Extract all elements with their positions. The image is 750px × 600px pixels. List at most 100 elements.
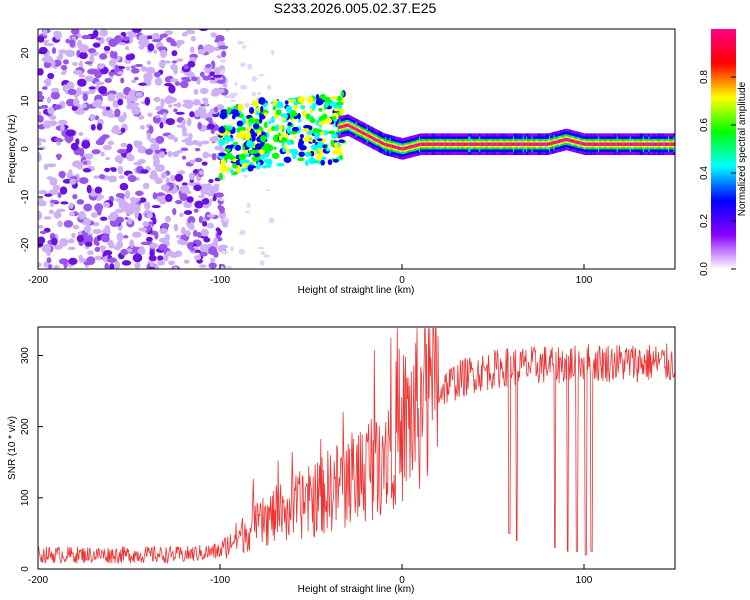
heatmap-noise-cell bbox=[171, 60, 178, 64]
heatmap-signal-cell bbox=[318, 107, 323, 112]
heatmap-signal-cell bbox=[330, 139, 335, 147]
heatmap-ridge-cell bbox=[460, 142, 463, 146]
heatmap-ridge-cell bbox=[519, 142, 521, 146]
heatmap-ridge-cell bbox=[488, 142, 491, 146]
heatmap-ridge-cell bbox=[381, 141, 384, 145]
heatmap-noise-cell bbox=[89, 113, 96, 121]
heatmap-noise-cell bbox=[131, 29, 142, 33]
heatmap-noise-cell bbox=[95, 37, 102, 41]
heatmap-noise-cell bbox=[108, 242, 115, 249]
heatmap-signal-cell bbox=[314, 132, 319, 137]
heatmap-ridge-cell bbox=[458, 142, 460, 146]
heatmap-noise-cell bbox=[42, 29, 48, 36]
heatmap-noise-cell bbox=[180, 226, 186, 235]
heatmap-ridge-cell bbox=[353, 126, 355, 130]
colorbar-tick-label: 0.4 bbox=[699, 166, 710, 180]
heatmap-noise-cell bbox=[266, 188, 270, 192]
heatmap-ridge-cell bbox=[340, 125, 342, 129]
y-tick-label: -20 bbox=[20, 237, 31, 252]
heatmap-signal-cell bbox=[224, 148, 231, 153]
heatmap-signal-cell bbox=[251, 131, 256, 137]
heatmap-ridge-cell bbox=[345, 123, 348, 128]
heatmap-noise-cell bbox=[43, 39, 50, 44]
heatmap-noise-cell bbox=[185, 140, 194, 146]
heatmap-ridge-cell bbox=[492, 142, 494, 146]
heatmap-noise-cell bbox=[158, 151, 166, 158]
heatmap-noise-cell bbox=[72, 193, 78, 200]
heatmap-ridge-cell bbox=[470, 142, 472, 146]
x-tick-label: 0 bbox=[399, 575, 405, 586]
heatmap-noise-cell bbox=[153, 49, 158, 54]
heatmap-noise-cell bbox=[48, 120, 58, 127]
heatmap-noise-cell bbox=[115, 208, 122, 213]
heatmap-ridge-cell bbox=[396, 145, 398, 150]
heatmap-ridge-cell bbox=[623, 142, 625, 146]
heatmap-noise-cell bbox=[155, 135, 165, 144]
heatmap-signal-cell bbox=[239, 159, 244, 165]
heatmap-signal-cell bbox=[325, 148, 331, 152]
heatmap-ridge-cell bbox=[408, 145, 410, 150]
heatmap-noise-cell bbox=[137, 247, 146, 255]
heatmap-noise-cell bbox=[84, 241, 93, 247]
heatmap-noise-cell bbox=[128, 89, 138, 99]
heatmap-signal-cell bbox=[246, 140, 254, 148]
heatmap-noise-cell bbox=[145, 236, 153, 242]
heatmap-ridge-cell bbox=[550, 141, 552, 146]
heatmap-noise-cell bbox=[251, 75, 257, 82]
heatmap-noise-cell bbox=[212, 239, 219, 248]
heatmap-noise-cell bbox=[147, 43, 155, 52]
heatmap-noise-cell bbox=[160, 98, 165, 107]
heatmap-noise-cell bbox=[58, 258, 69, 265]
heatmap-noise-cell bbox=[97, 64, 105, 69]
heatmap-noise-cell bbox=[152, 39, 161, 43]
heatmap-noise-cell bbox=[217, 266, 225, 269]
heatmap-ridge-cell bbox=[495, 142, 497, 146]
x-tick-label: -100 bbox=[210, 275, 230, 286]
heatmap-noise-cell bbox=[92, 228, 103, 234]
heatmap-noise-cell bbox=[208, 118, 213, 125]
heatmap-noise-cell bbox=[104, 78, 112, 83]
heatmap-ridge-cell bbox=[401, 147, 404, 151]
heatmap-ridge-cell bbox=[490, 142, 492, 146]
heatmap-ridge-cell bbox=[491, 142, 493, 146]
heatmap-noise-cell bbox=[118, 175, 125, 180]
heatmap-ridge-cell bbox=[468, 142, 470, 146]
heatmap-noise-cell bbox=[129, 197, 136, 203]
heatmap-noise-cell bbox=[189, 159, 195, 165]
heatmap-ridge-cell bbox=[534, 142, 537, 146]
heatmap-signal-cell bbox=[284, 133, 289, 139]
heatmap-ridge-cell bbox=[349, 124, 351, 128]
heatmap-noise-cell bbox=[230, 245, 234, 252]
heatmap-noise-cell bbox=[107, 214, 117, 221]
heatmap-ridge-cell bbox=[397, 146, 399, 150]
heatmap-noise-cell bbox=[62, 84, 68, 92]
heatmap-ridge-cell bbox=[584, 142, 586, 146]
heatmap-noise-cell bbox=[153, 157, 160, 166]
heatmap-ridge-cell bbox=[506, 142, 508, 146]
heatmap-ridge-cell bbox=[642, 142, 645, 146]
heatmap-ridge-cell bbox=[602, 142, 604, 146]
heatmap-noise-cell bbox=[216, 55, 222, 59]
heatmap-ridge-cell bbox=[493, 142, 495, 146]
heatmap-noise-cell bbox=[50, 199, 59, 204]
heatmap-signal-cell bbox=[240, 133, 245, 139]
heatmap-ridge-cell bbox=[604, 142, 607, 146]
heatmap-noise-cell bbox=[125, 54, 134, 61]
heatmap-signal-cell bbox=[232, 111, 241, 117]
heatmap-noise-cell bbox=[124, 190, 131, 200]
heatmap-signal-cell bbox=[263, 158, 269, 164]
heatmap-noise-cell bbox=[164, 82, 173, 87]
heatmap-noise-cell bbox=[78, 74, 86, 78]
heatmap-noise-cell bbox=[165, 250, 175, 257]
heatmap-noise-cell bbox=[140, 169, 149, 174]
heatmap-noise-cell bbox=[138, 227, 148, 232]
heatmap-noise-cell bbox=[65, 49, 76, 58]
heatmap-noise-cell bbox=[56, 208, 66, 213]
heatmap-noise-cell bbox=[83, 153, 94, 158]
heatmap-ridge-cell bbox=[379, 140, 382, 144]
heatmap-noise-cell bbox=[53, 244, 63, 250]
heatmap-ridge-cell bbox=[352, 126, 354, 130]
heatmap-noise-cell bbox=[198, 170, 205, 176]
heatmap-noise-cell bbox=[51, 47, 57, 54]
heatmap-noise-cell bbox=[174, 199, 183, 205]
